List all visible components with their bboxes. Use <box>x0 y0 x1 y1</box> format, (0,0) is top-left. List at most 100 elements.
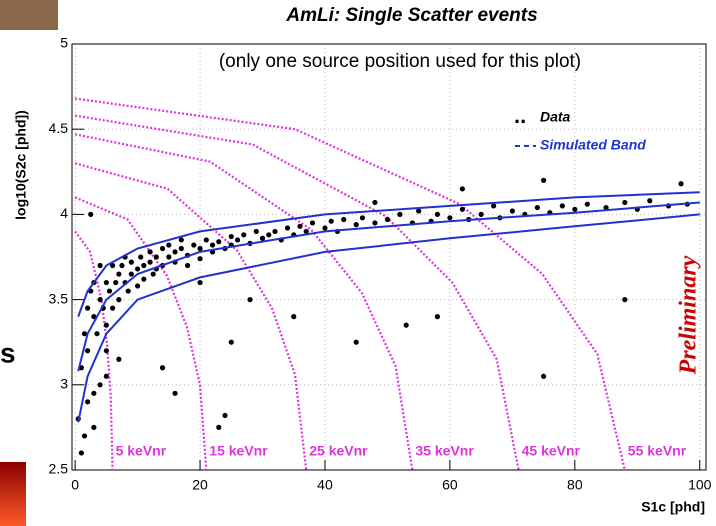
data-point <box>534 204 540 211</box>
data-point <box>540 177 547 183</box>
data-point <box>128 271 134 277</box>
energy-contour <box>74 97 626 471</box>
data-point <box>103 279 109 286</box>
y-tick-label: 3 <box>60 376 68 392</box>
band-line <box>77 201 700 372</box>
data-point <box>678 181 684 187</box>
data-point <box>97 382 103 388</box>
x-tick-label: 40 <box>317 477 333 493</box>
band-line <box>77 213 700 423</box>
data-point <box>434 314 441 320</box>
contour-label: 55 keVnr <box>628 443 687 459</box>
data-point <box>372 199 378 206</box>
energy-contour <box>74 133 414 471</box>
data-point <box>372 220 378 226</box>
data-point <box>97 262 103 269</box>
data-point <box>178 237 184 243</box>
data-point <box>85 305 91 311</box>
contour-label: 45 keVnr <box>522 443 581 459</box>
band-line <box>77 191 700 317</box>
data-point <box>81 331 88 337</box>
data-point <box>459 186 465 192</box>
data-point <box>228 339 234 345</box>
data-point <box>234 237 241 243</box>
photo-fragment <box>0 0 58 30</box>
data-point <box>540 373 547 379</box>
legend-marker: .. <box>514 103 526 128</box>
x-tick-label: 60 <box>442 477 458 493</box>
y-tick-label: 3.5 <box>49 290 69 306</box>
data-point <box>113 279 119 286</box>
data-point <box>110 262 116 269</box>
legend-label: Data <box>540 109 571 125</box>
data-point <box>241 232 247 238</box>
data-point <box>116 356 122 362</box>
contour-label: 15 keVnr <box>209 443 268 459</box>
data-point <box>622 199 628 206</box>
data-point <box>134 266 141 272</box>
data-point <box>253 228 259 235</box>
x-tick-label: 0 <box>71 477 79 493</box>
data-point <box>491 203 497 209</box>
data-point <box>119 262 125 269</box>
data-point <box>125 288 131 294</box>
data-point <box>216 239 222 245</box>
data-point <box>159 365 166 371</box>
energy-contour <box>74 162 308 471</box>
data-point <box>284 225 291 231</box>
x-tick-label: 80 <box>567 477 583 493</box>
data-point <box>353 222 359 228</box>
data-point <box>178 245 184 252</box>
data-point <box>459 206 465 212</box>
x-tick-label: 100 <box>688 477 712 493</box>
y-tick-label: 2.5 <box>49 461 69 477</box>
data-point <box>353 339 359 345</box>
data-point <box>94 331 100 337</box>
note: (only one source position used for this … <box>219 51 581 72</box>
data-point <box>88 211 94 217</box>
data-point <box>116 271 122 277</box>
y-axis-title: log10(S2c [phd]) <box>13 110 29 220</box>
contour-label: 25 keVnr <box>309 443 368 459</box>
watermark: Preliminary <box>676 255 702 375</box>
data-point <box>197 279 203 286</box>
data-point <box>159 245 166 252</box>
data-point <box>559 203 565 209</box>
data-point <box>203 237 209 243</box>
energy-contour <box>74 196 208 471</box>
data-point <box>216 424 222 430</box>
data-point <box>128 259 134 265</box>
data-point <box>172 249 178 255</box>
data-point <box>153 254 159 260</box>
data-point <box>384 216 391 223</box>
data-point <box>116 297 122 303</box>
data-point <box>309 220 316 226</box>
energy-contour <box>74 230 114 471</box>
data-point <box>303 228 309 235</box>
data-point <box>403 322 409 328</box>
data-point <box>222 412 228 419</box>
colorbar-fragment <box>0 462 26 526</box>
data-point <box>297 223 303 229</box>
contour-label: 35 keVnr <box>415 443 474 459</box>
data-point <box>434 211 441 217</box>
data-point <box>97 297 103 303</box>
data-point <box>103 373 109 379</box>
data-point <box>91 424 97 430</box>
data-point <box>397 211 403 217</box>
data-point <box>166 254 172 260</box>
data-point <box>85 348 91 354</box>
y-tick-label: 4.5 <box>49 120 69 136</box>
data-point <box>622 297 628 303</box>
data-point <box>328 218 334 224</box>
data-point <box>147 259 153 265</box>
data-point <box>228 233 234 240</box>
data-point <box>150 271 156 277</box>
data-point <box>341 216 347 223</box>
data-point <box>247 297 253 303</box>
data-point <box>184 262 191 269</box>
data-point <box>134 283 141 289</box>
data-point <box>259 235 266 241</box>
x-tick-label: 20 <box>192 477 208 493</box>
